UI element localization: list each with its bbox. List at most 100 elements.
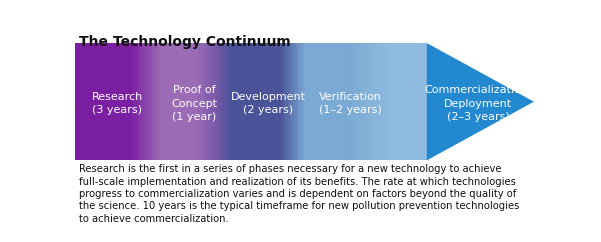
- Polygon shape: [207, 43, 209, 160]
- Polygon shape: [121, 43, 123, 160]
- Polygon shape: [423, 43, 425, 160]
- Polygon shape: [313, 43, 314, 160]
- Polygon shape: [388, 43, 390, 160]
- Polygon shape: [216, 43, 218, 160]
- Polygon shape: [98, 43, 100, 160]
- Polygon shape: [100, 43, 102, 160]
- Polygon shape: [91, 43, 93, 160]
- Polygon shape: [204, 43, 205, 160]
- Polygon shape: [365, 43, 367, 160]
- Polygon shape: [326, 43, 328, 160]
- Polygon shape: [371, 43, 372, 160]
- Polygon shape: [318, 43, 320, 160]
- Polygon shape: [145, 43, 147, 160]
- Polygon shape: [223, 43, 225, 160]
- Polygon shape: [332, 43, 334, 160]
- Polygon shape: [119, 43, 121, 160]
- Polygon shape: [186, 43, 188, 160]
- Polygon shape: [364, 43, 365, 160]
- Polygon shape: [251, 43, 252, 160]
- Polygon shape: [419, 43, 421, 160]
- Polygon shape: [102, 43, 103, 160]
- Polygon shape: [376, 43, 377, 160]
- Polygon shape: [75, 43, 77, 160]
- Polygon shape: [390, 43, 392, 160]
- Polygon shape: [295, 43, 297, 160]
- Polygon shape: [138, 43, 140, 160]
- Polygon shape: [158, 43, 159, 160]
- Polygon shape: [341, 43, 343, 160]
- Polygon shape: [320, 43, 322, 160]
- Polygon shape: [291, 43, 293, 160]
- Polygon shape: [159, 43, 161, 160]
- Polygon shape: [168, 43, 170, 160]
- Polygon shape: [151, 43, 153, 160]
- Polygon shape: [425, 43, 427, 160]
- Polygon shape: [249, 43, 251, 160]
- Polygon shape: [346, 43, 347, 160]
- Polygon shape: [212, 43, 214, 160]
- Polygon shape: [330, 43, 332, 160]
- Polygon shape: [281, 43, 282, 160]
- Text: Research is the first in a series of phases necessary for a new technology to ac: Research is the first in a series of pha…: [79, 164, 519, 224]
- Polygon shape: [94, 43, 96, 160]
- Polygon shape: [263, 43, 265, 160]
- Polygon shape: [237, 43, 239, 160]
- Polygon shape: [142, 43, 144, 160]
- Polygon shape: [407, 43, 409, 160]
- Polygon shape: [77, 43, 79, 160]
- Polygon shape: [132, 43, 133, 160]
- Polygon shape: [286, 43, 288, 160]
- Polygon shape: [254, 43, 256, 160]
- Polygon shape: [244, 43, 246, 160]
- Polygon shape: [334, 43, 335, 160]
- Polygon shape: [349, 43, 351, 160]
- Polygon shape: [413, 43, 415, 160]
- Polygon shape: [172, 43, 174, 160]
- Text: Research
(3 years): Research (3 years): [91, 92, 142, 115]
- Polygon shape: [307, 43, 309, 160]
- Polygon shape: [124, 43, 126, 160]
- Polygon shape: [107, 43, 109, 160]
- Polygon shape: [416, 43, 418, 160]
- Polygon shape: [209, 43, 210, 160]
- Polygon shape: [96, 43, 98, 160]
- Polygon shape: [230, 43, 231, 160]
- Text: Commercialization/
Deployment
(2–3 years): Commercialization/ Deployment (2–3 years…: [424, 85, 532, 122]
- Polygon shape: [198, 43, 200, 160]
- Polygon shape: [175, 43, 177, 160]
- Polygon shape: [374, 43, 376, 160]
- Polygon shape: [337, 43, 339, 160]
- Polygon shape: [302, 43, 304, 160]
- Polygon shape: [111, 43, 112, 160]
- Polygon shape: [225, 43, 227, 160]
- Polygon shape: [404, 43, 406, 160]
- Polygon shape: [379, 43, 381, 160]
- Polygon shape: [170, 43, 172, 160]
- Text: Verification
(1–2 years): Verification (1–2 years): [319, 92, 382, 115]
- Polygon shape: [402, 43, 404, 160]
- Polygon shape: [270, 43, 272, 160]
- Polygon shape: [242, 43, 244, 160]
- Polygon shape: [272, 43, 274, 160]
- Polygon shape: [267, 43, 269, 160]
- Polygon shape: [82, 43, 84, 160]
- Polygon shape: [109, 43, 111, 160]
- Polygon shape: [304, 43, 305, 160]
- Polygon shape: [166, 43, 168, 160]
- Polygon shape: [277, 43, 279, 160]
- Polygon shape: [311, 43, 313, 160]
- Polygon shape: [103, 43, 105, 160]
- Polygon shape: [418, 43, 419, 160]
- Polygon shape: [252, 43, 254, 160]
- Polygon shape: [239, 43, 240, 160]
- Polygon shape: [219, 43, 221, 160]
- Polygon shape: [325, 43, 326, 160]
- Polygon shape: [205, 43, 207, 160]
- Polygon shape: [179, 43, 181, 160]
- Polygon shape: [344, 43, 346, 160]
- Polygon shape: [322, 43, 323, 160]
- Polygon shape: [300, 43, 302, 160]
- Polygon shape: [153, 43, 154, 160]
- Polygon shape: [246, 43, 248, 160]
